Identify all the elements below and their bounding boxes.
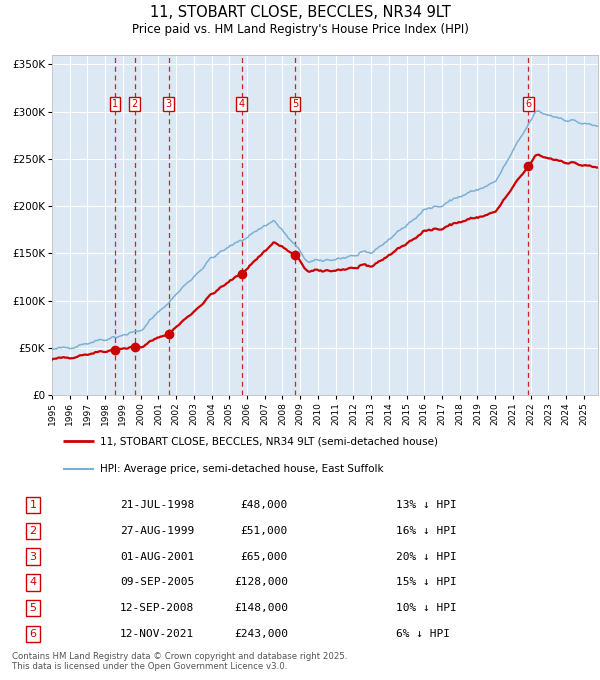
Text: Contains HM Land Registry data © Crown copyright and database right 2025.
This d: Contains HM Land Registry data © Crown c… [12,652,347,671]
Text: Price paid vs. HM Land Registry's House Price Index (HPI): Price paid vs. HM Land Registry's House … [131,23,469,36]
Text: 4: 4 [29,577,37,588]
Text: 2: 2 [29,526,37,536]
Text: 20% ↓ HPI: 20% ↓ HPI [396,551,457,562]
Text: 21-JUL-1998: 21-JUL-1998 [120,500,194,510]
Text: 3: 3 [29,551,37,562]
Text: 13% ↓ HPI: 13% ↓ HPI [396,500,457,510]
Text: 15% ↓ HPI: 15% ↓ HPI [396,577,457,588]
Text: 12-NOV-2021: 12-NOV-2021 [120,629,194,639]
Text: £51,000: £51,000 [241,526,288,536]
Text: 16% ↓ HPI: 16% ↓ HPI [396,526,457,536]
Text: HPI: Average price, semi-detached house, East Suffolk: HPI: Average price, semi-detached house,… [100,464,384,473]
Text: £148,000: £148,000 [234,603,288,613]
Text: 6: 6 [29,629,37,639]
Text: £243,000: £243,000 [234,629,288,639]
Text: 5: 5 [292,99,298,109]
Text: 1: 1 [29,500,37,510]
Text: £128,000: £128,000 [234,577,288,588]
Text: £65,000: £65,000 [241,551,288,562]
Text: 6: 6 [525,99,532,109]
Text: 01-AUG-2001: 01-AUG-2001 [120,551,194,562]
Text: 5: 5 [29,603,37,613]
Text: 1: 1 [112,99,118,109]
Text: 11, STOBART CLOSE, BECCLES, NR34 9LT (semi-detached house): 11, STOBART CLOSE, BECCLES, NR34 9LT (se… [100,437,438,446]
Text: 4: 4 [238,99,245,109]
Text: £48,000: £48,000 [241,500,288,510]
Text: 12-SEP-2008: 12-SEP-2008 [120,603,194,613]
Text: 27-AUG-1999: 27-AUG-1999 [120,526,194,536]
Text: 2: 2 [131,99,138,109]
Text: 3: 3 [166,99,172,109]
Text: 10% ↓ HPI: 10% ↓ HPI [396,603,457,613]
Text: 6% ↓ HPI: 6% ↓ HPI [396,629,450,639]
Text: 09-SEP-2005: 09-SEP-2005 [120,577,194,588]
Text: 11, STOBART CLOSE, BECCLES, NR34 9LT: 11, STOBART CLOSE, BECCLES, NR34 9LT [149,5,451,20]
